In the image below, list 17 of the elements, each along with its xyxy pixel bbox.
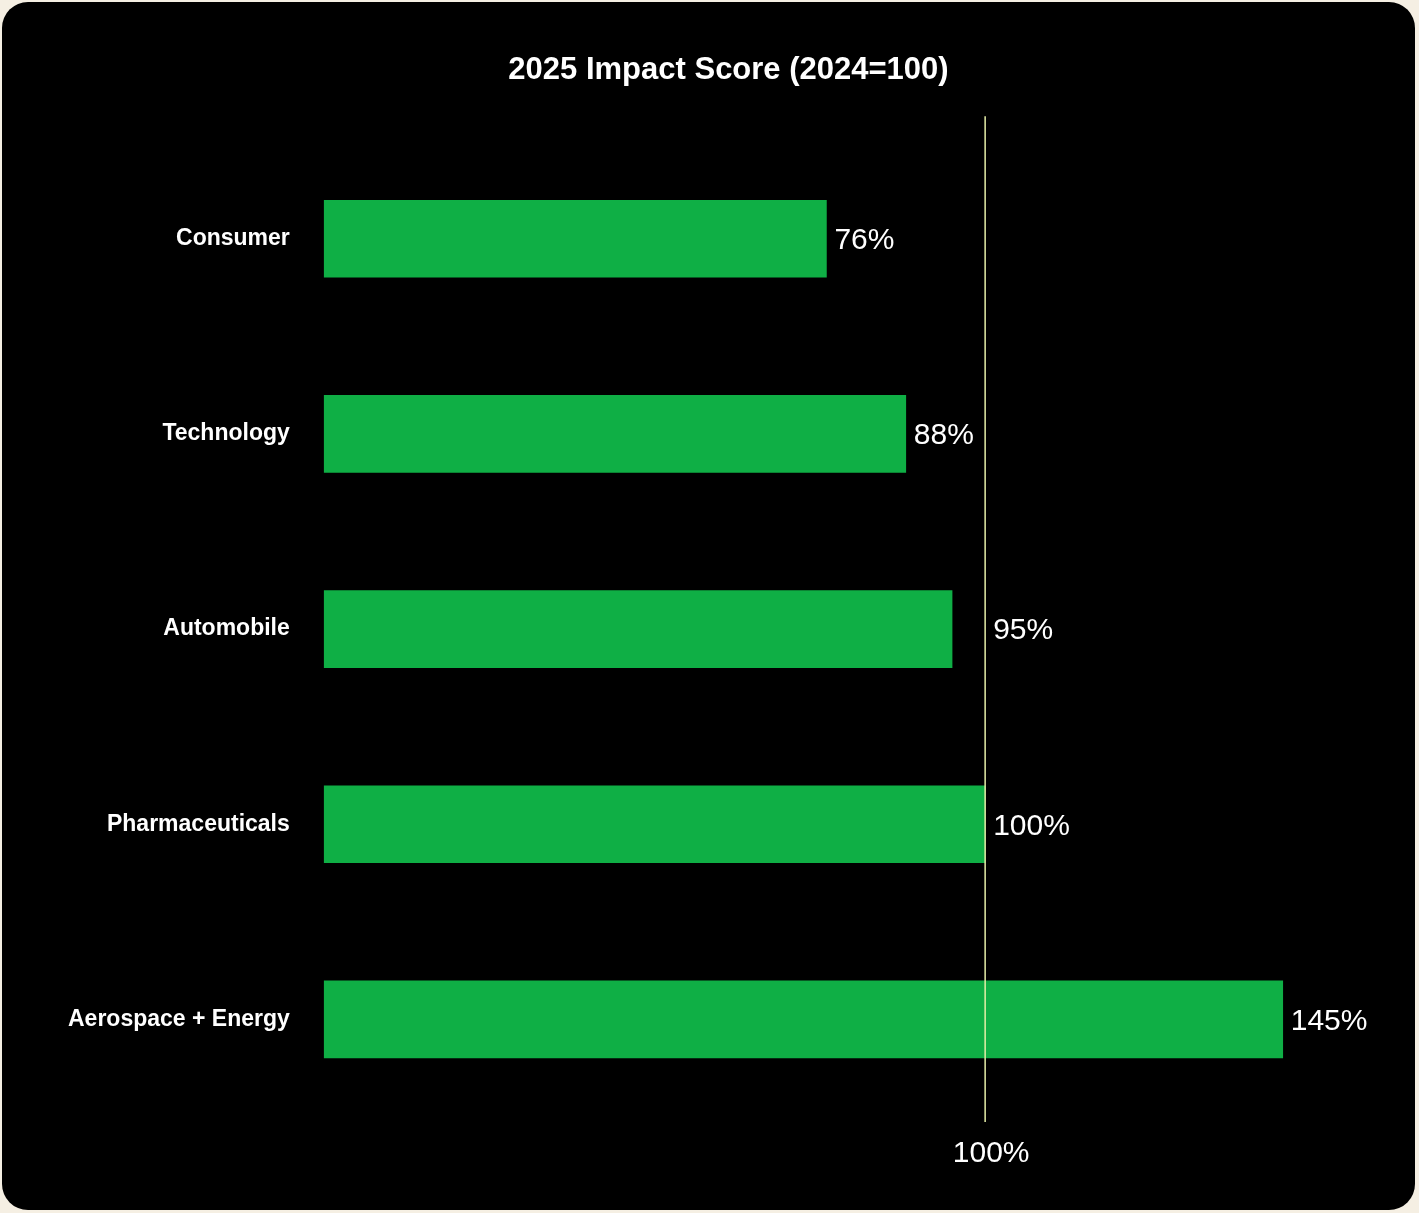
y-tick-label: Pharmaceuticals bbox=[106, 809, 290, 836]
data-label: 145% bbox=[1290, 1002, 1368, 1036]
text: 2025 Impact Score (2024=100) bbox=[508, 51, 949, 87]
data-label: 76% bbox=[834, 222, 895, 256]
y-tick-label: Technology bbox=[162, 419, 290, 446]
bar bbox=[323, 590, 953, 668]
bar bbox=[323, 395, 907, 473]
y-tick-label: Automobile bbox=[163, 614, 290, 641]
data-label: 95% bbox=[993, 612, 1054, 646]
bar bbox=[323, 199, 827, 278]
bar bbox=[323, 980, 1284, 1059]
y-tick-label: Aerospace + Energy bbox=[67, 1004, 290, 1031]
ref-line-label: 100% bbox=[952, 1135, 1030, 1169]
y-tick-label: Consumer bbox=[176, 224, 290, 251]
data-label: 100% bbox=[993, 807, 1070, 841]
bar bbox=[323, 785, 986, 864]
data-label: 88% bbox=[913, 417, 974, 451]
